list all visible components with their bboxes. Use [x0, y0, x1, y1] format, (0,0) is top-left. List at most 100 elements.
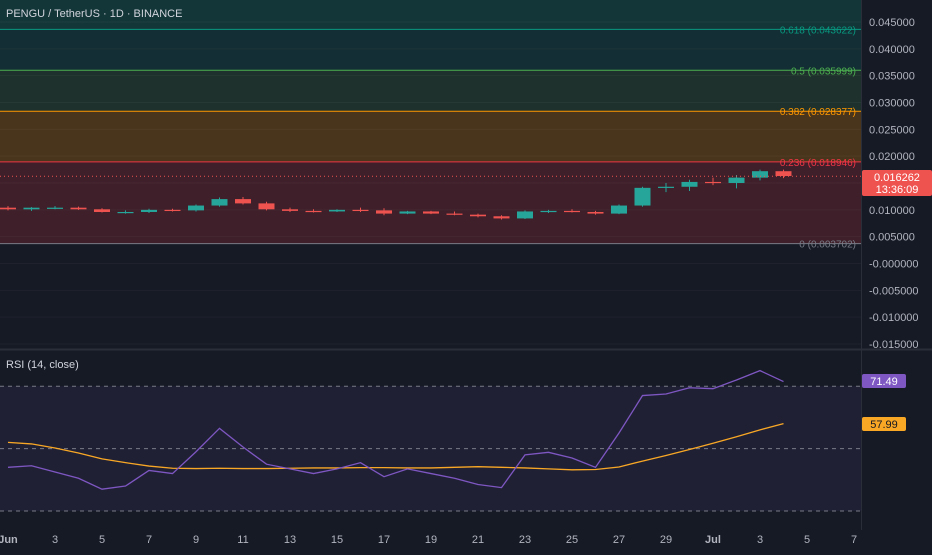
price-tick-label: -0.000000	[869, 259, 919, 271]
candle[interactable]	[188, 204, 204, 212]
fib-level-label: 0.618 (0.043622)	[780, 25, 856, 36]
time-tick-label: 11	[237, 534, 248, 546]
time-tick-label: 21	[472, 534, 484, 546]
fib-zone	[0, 111, 861, 162]
candle-body	[423, 211, 439, 214]
fib-level-label: 0.382 (0.028377)	[780, 107, 856, 118]
candle[interactable]	[775, 169, 792, 179]
candle[interactable]	[117, 210, 134, 214]
time-tick-label: 5	[99, 534, 105, 546]
candle-body	[211, 199, 228, 206]
candle[interactable]	[211, 197, 228, 207]
candle[interactable]	[0, 206, 16, 211]
candle-body	[493, 216, 510, 219]
candle[interactable]	[141, 208, 157, 214]
time-tick-label: 9	[193, 534, 199, 546]
candle[interactable]	[47, 206, 63, 210]
price-tick-label: -0.015000	[869, 339, 919, 351]
candle[interactable]	[681, 179, 698, 192]
candle[interactable]	[282, 207, 298, 212]
candle[interactable]	[517, 210, 533, 219]
time-tick-label: 29	[660, 534, 672, 546]
candle[interactable]	[587, 210, 604, 215]
current-price-badge	[862, 170, 932, 196]
candle[interactable]	[611, 204, 627, 215]
candle[interactable]	[352, 207, 369, 212]
time-tick-label: 13	[284, 534, 296, 546]
price-tick-label: 0.010000	[869, 205, 915, 217]
candle[interactable]	[658, 183, 674, 193]
candle[interactable]	[329, 209, 345, 212]
candle-body	[587, 211, 604, 214]
candle[interactable]	[164, 208, 181, 212]
candle-body	[775, 171, 792, 177]
candle[interactable]	[423, 210, 439, 215]
rsi-ma-badge	[862, 417, 906, 431]
fib-zone	[0, 161, 861, 244]
rsi-value-badge	[862, 374, 906, 388]
price-tick-label: 0.040000	[869, 44, 915, 56]
candle[interactable]	[70, 206, 87, 210]
price-tick-label: 0.020000	[869, 151, 915, 163]
rsi-line[interactable]	[7, 369, 784, 490]
time-tick-label: 7	[851, 534, 857, 546]
candle[interactable]	[94, 208, 110, 213]
candle[interactable]	[728, 174, 745, 189]
candle[interactable]	[493, 215, 510, 220]
candle-body	[141, 209, 157, 212]
fib-zone	[0, 70, 861, 112]
rsi-title: RSI (14, close)	[6, 359, 79, 371]
candle[interactable]	[470, 213, 486, 218]
candle-body	[752, 171, 768, 178]
candle[interactable]	[305, 209, 322, 213]
candle[interactable]	[235, 196, 251, 205]
price-pane[interactable]: 0.045000 0.040000 0.035000 0.030000 0.025000…	[0, 0, 919, 351]
price-tick-label: -0.010000	[869, 312, 919, 324]
price-tick-label: 0.035000	[869, 71, 915, 83]
price-tick-label: -0.005000	[869, 285, 919, 297]
candle-body	[117, 211, 134, 214]
fib-level-label: 0.236 (0.018946)	[780, 158, 856, 169]
price-tick-label: 0.030000	[869, 98, 915, 110]
candle-body	[0, 207, 16, 210]
candle[interactable]	[752, 169, 768, 181]
candle[interactable]	[705, 177, 721, 186]
candle[interactable]	[634, 186, 651, 207]
candle-body	[446, 213, 463, 215]
current-price-value: 0.016262	[874, 172, 920, 184]
price-tick-label: 0.005000	[869, 232, 915, 244]
rsi-ma-line[interactable]	[7, 423, 784, 471]
candle-body	[728, 177, 745, 183]
time-tick-label: 7	[146, 534, 152, 546]
rsi-ma-value: 57.99	[870, 419, 898, 431]
candle[interactable]	[376, 208, 392, 216]
time-tick-label: 15	[331, 534, 343, 546]
time-tick-label: 5	[804, 534, 810, 546]
time-tick-label: 3	[757, 534, 763, 546]
candle[interactable]	[258, 201, 275, 211]
candle[interactable]	[540, 209, 557, 214]
time-tick-label: 17	[378, 534, 390, 546]
candle-body	[399, 211, 416, 214]
candle[interactable]	[23, 207, 40, 211]
rsi-pane[interactable]: 80.0070.0060.0050.0040.0030.00	[0, 350, 932, 530]
candle[interactable]	[564, 209, 580, 213]
candle-body	[658, 186, 674, 188]
candle-body	[376, 210, 392, 214]
candle-body	[23, 207, 40, 210]
candle-body	[70, 207, 87, 210]
candle-body	[517, 211, 533, 219]
candle-body	[540, 210, 557, 213]
candle[interactable]	[399, 210, 416, 215]
time-tick-label: 27	[613, 534, 625, 546]
candle-body	[329, 209, 345, 212]
candle-body	[352, 209, 369, 212]
candle-body	[470, 214, 486, 217]
time-tick-label: 23	[519, 534, 531, 546]
chart-overlays: Jun 3 5 7 9 11 13 15 17 19 21 23 25 27 29 Jul 3 5 7	[0, 175, 861, 546]
symbol-title: PENGU / TetherUS · 1D · BINANCE	[6, 8, 182, 20]
candle[interactable]	[446, 211, 463, 216]
time-tick-label: Jun	[0, 534, 18, 546]
